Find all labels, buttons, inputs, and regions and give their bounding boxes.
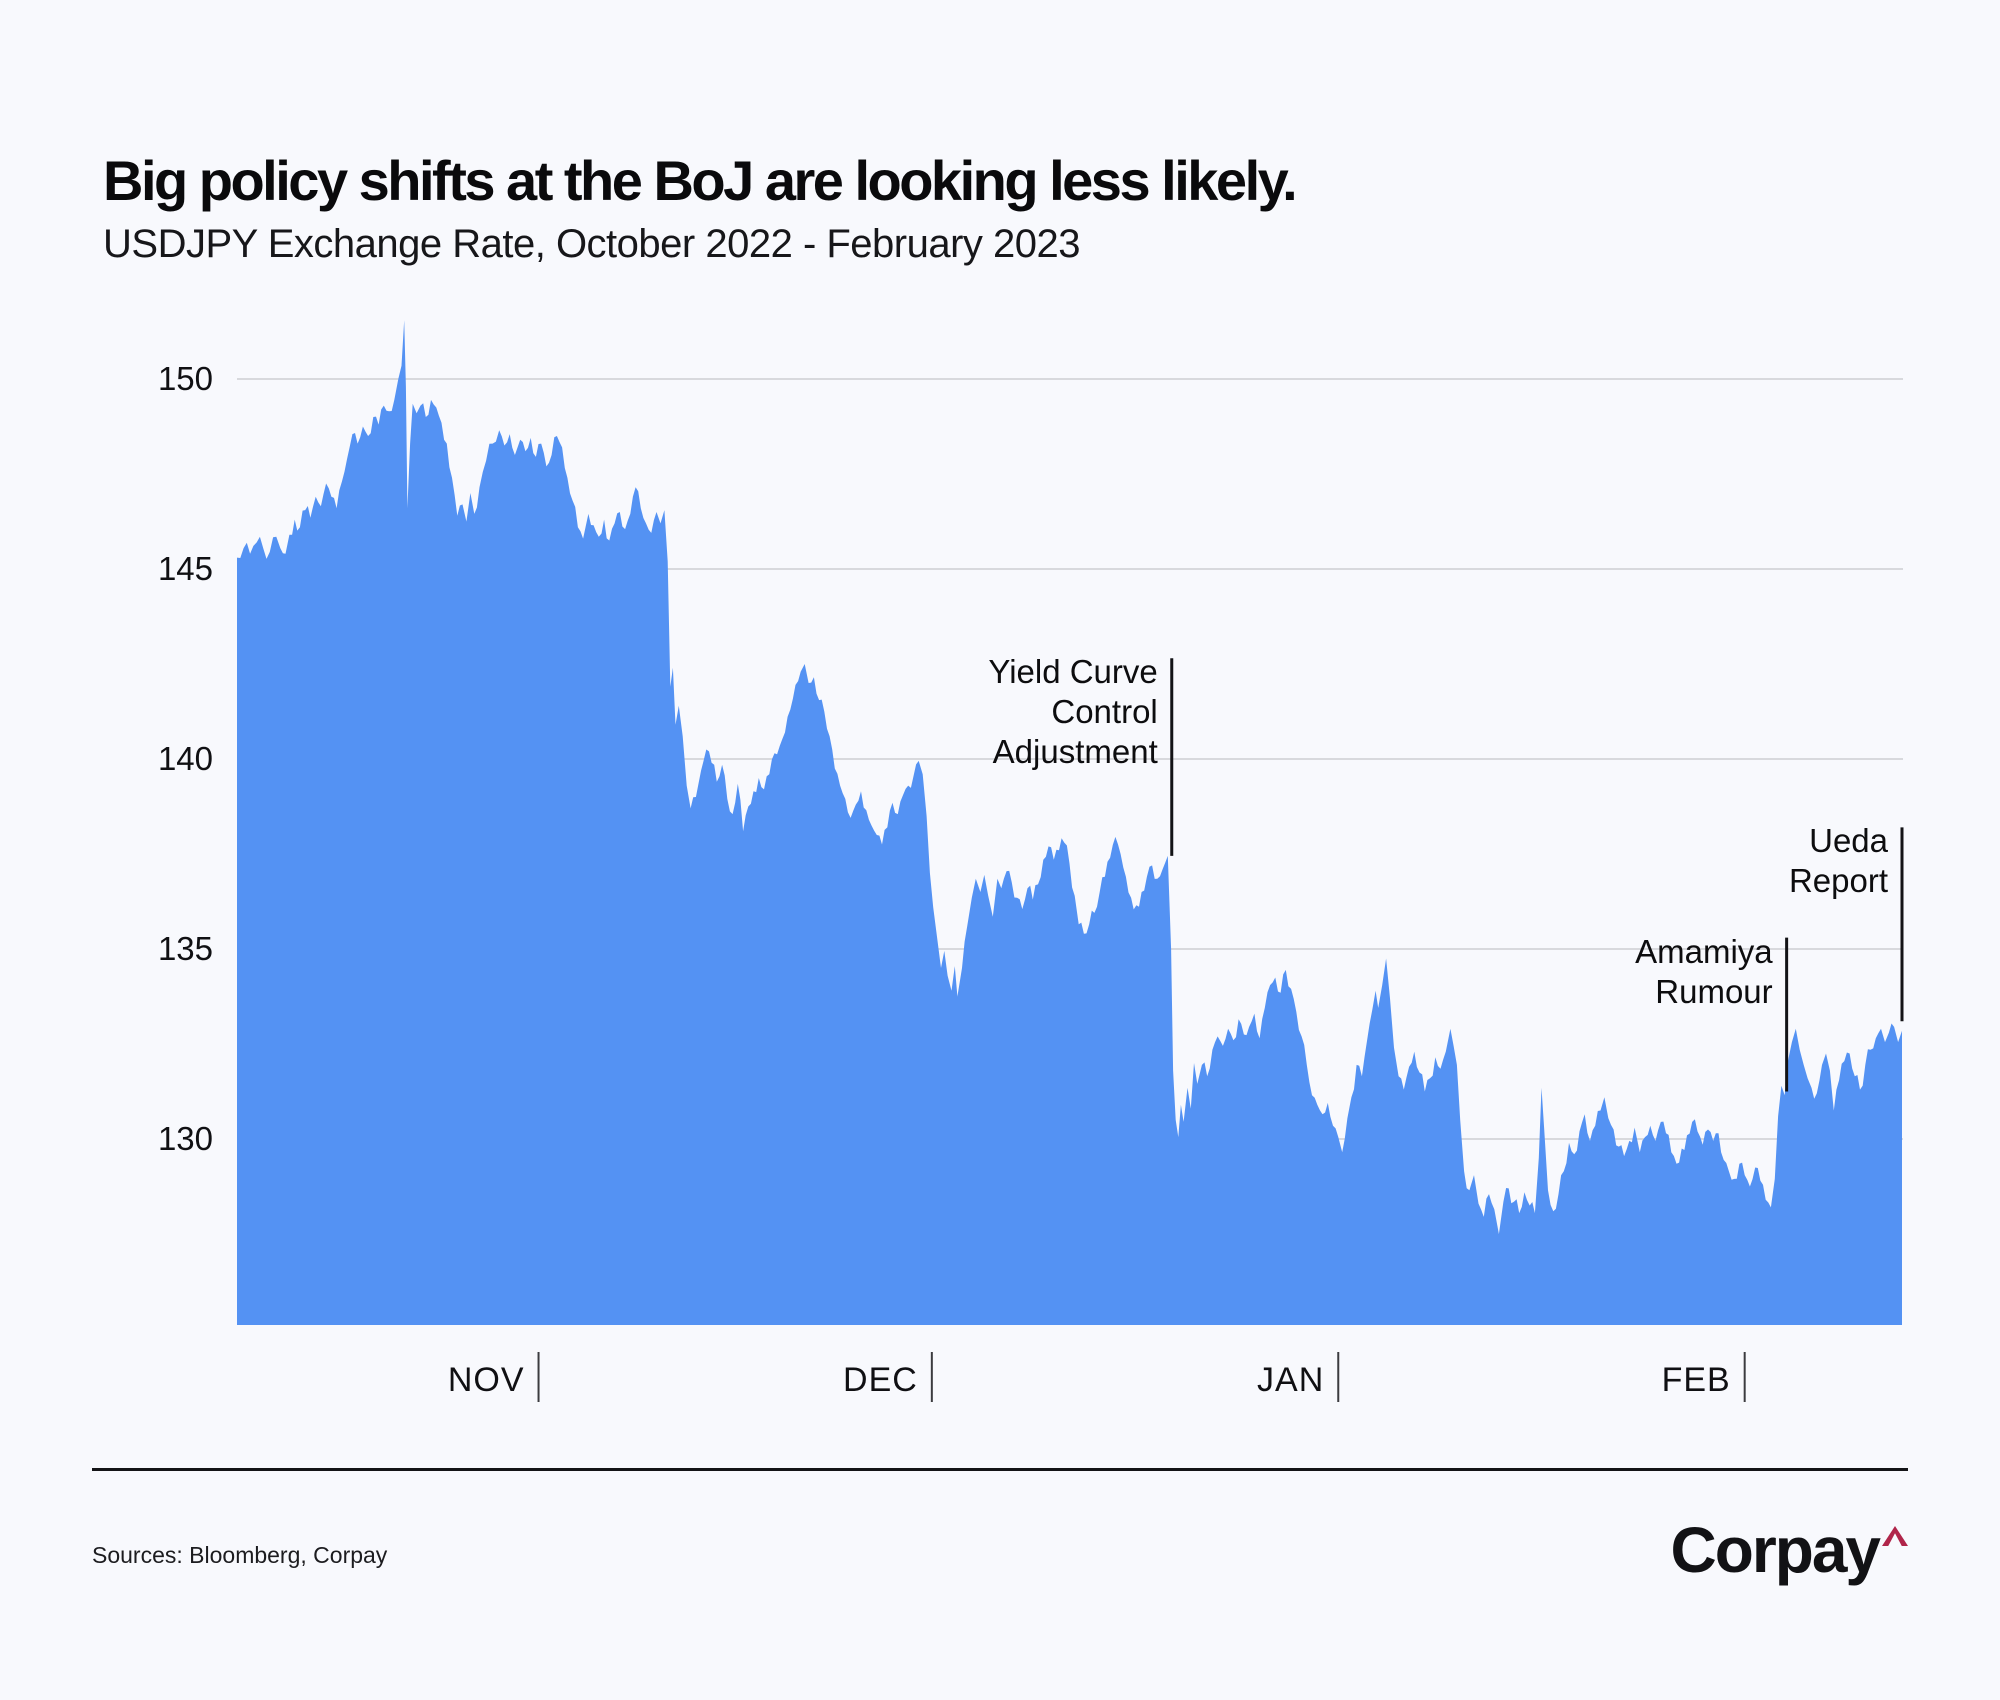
- corpay-logo-text: Corpay: [1670, 1514, 1881, 1586]
- y-axis-label-135: 135: [157, 930, 213, 967]
- usdjpy-area-series: [237, 320, 1902, 1326]
- y-axis-label-145: 145: [157, 550, 213, 587]
- corpay-caret-icon: [1882, 1526, 1908, 1546]
- y-axis-label-130: 130: [157, 1120, 213, 1157]
- corpay-logo: Corpay: [1670, 1514, 1908, 1586]
- annotation-label-1: Amamiya Rumour: [1635, 932, 1773, 1010]
- x-axis-label-NOV: NOV: [447, 1361, 525, 1399]
- chart-title: Big policy shifts at the BoJ are looking…: [103, 149, 1298, 212]
- chart-subtitle: USDJPY Exchange Rate, October 2022 - Feb…: [103, 222, 1081, 266]
- x-axis-label-JAN: JAN: [1257, 1361, 1325, 1399]
- y-axis-label-140: 140: [157, 740, 213, 777]
- sources-note: Sources: Bloomberg, Corpay: [92, 1542, 388, 1568]
- y-axis-label-150: 150: [157, 360, 213, 397]
- x-axis-label-DEC: DEC: [843, 1361, 918, 1399]
- x-axis-label-FEB: FEB: [1661, 1361, 1731, 1399]
- footer-divider: [92, 1468, 1908, 1471]
- annotation-label-0: Yield Curve Control Adjustment: [988, 653, 1158, 771]
- usdjpy-area-chart: [237, 320, 1904, 1402]
- annotation-label-2: Ueda Report: [1788, 822, 1888, 900]
